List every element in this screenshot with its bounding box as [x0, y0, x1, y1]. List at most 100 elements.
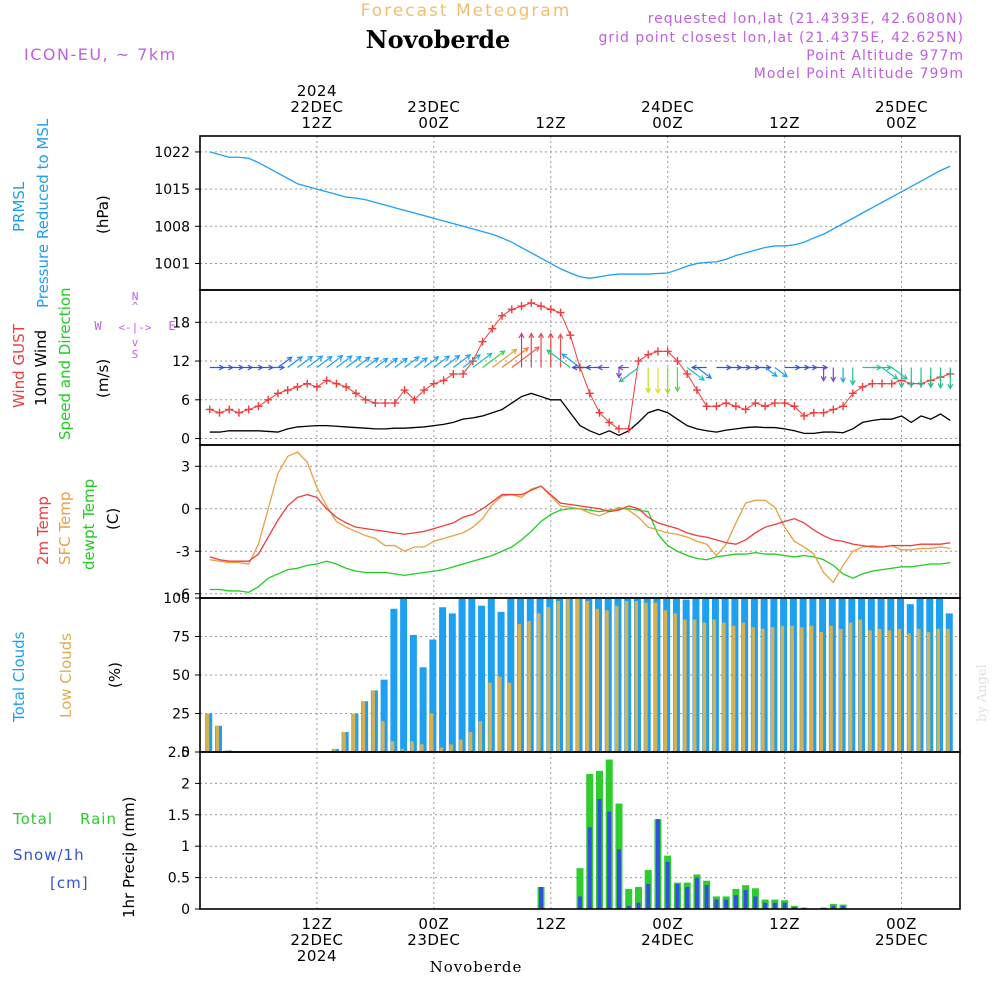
- gust-marker: [741, 405, 750, 414]
- low-cloud-bar: [400, 748, 405, 752]
- gust-label: Wind GUST: [10, 323, 28, 408]
- low-cloud-bar: [449, 744, 453, 752]
- wind-arrow: [413, 357, 428, 368]
- wind-arrow-head: [664, 388, 671, 395]
- wind-arrow: [774, 367, 788, 378]
- wind-arrow: [482, 350, 505, 368]
- gust-marker: [264, 395, 273, 404]
- snow-bar: [665, 861, 670, 909]
- gust-marker: [254, 402, 263, 411]
- snow-unit-label: [cm]: [50, 874, 89, 892]
- time-tick-label: 00Z: [652, 114, 683, 132]
- wind-arrow: [546, 349, 571, 368]
- temp-labels: 2m Temp SFC Temp dewpt Temp (C): [34, 479, 122, 570]
- low-cloud-bar: [741, 622, 746, 752]
- gust-marker: [273, 389, 282, 398]
- gust-marker: [722, 399, 731, 408]
- snow-bar: [587, 827, 592, 909]
- wind10m-label: 10m Wind: [32, 330, 50, 406]
- gust-marker: [225, 405, 234, 414]
- snow-bar: [831, 905, 836, 909]
- snow-bar: [782, 902, 787, 909]
- wind-arrow-head: [849, 379, 856, 386]
- y-tick-label: 1015: [154, 182, 190, 198]
- wind-arrow-head: [674, 386, 681, 393]
- rain-bar: [576, 868, 584, 909]
- gust-marker: [342, 382, 351, 391]
- y-tick-label: 12: [172, 354, 190, 370]
- gust-marker: [761, 402, 770, 411]
- compass-dn: v: [132, 336, 139, 349]
- gust-marker: [498, 311, 507, 320]
- gust-marker: [780, 399, 789, 408]
- compass-n: N: [132, 290, 139, 303]
- y-tick-label: 2.5: [168, 745, 190, 761]
- wind-arrow-head: [499, 350, 506, 356]
- snow-bar: [655, 819, 660, 909]
- gust-marker: [566, 331, 575, 340]
- low-cloud-bar: [605, 610, 609, 752]
- snow-bar: [743, 890, 748, 909]
- snow-bar: [646, 883, 651, 909]
- compass-w: W: [94, 319, 102, 333]
- wind-arrow: [277, 356, 292, 368]
- wind-arrow-head: [523, 347, 530, 353]
- low-cloud-bar: [644, 602, 648, 752]
- compass-e: E: [168, 319, 175, 333]
- gust-marker: [400, 386, 409, 395]
- y-tick-label: 100: [163, 591, 190, 607]
- time-tick-label: 22DEC: [290, 931, 343, 949]
- wind-arrow: [345, 355, 362, 368]
- wind-arrow-head: [902, 374, 909, 380]
- wind-arrow: [462, 354, 481, 368]
- wind-arrow-head: [382, 357, 389, 364]
- low-cloud-bar: [809, 625, 814, 752]
- low-cloud-bar: [381, 721, 385, 752]
- total-cloud-bar: [439, 607, 447, 752]
- low-cloud-bar: [614, 605, 619, 752]
- low-clouds-label: Low Clouds: [57, 633, 75, 718]
- wind-arrow-head: [546, 349, 553, 356]
- total-cloud-bar: [487, 598, 495, 752]
- gust-marker: [283, 386, 292, 395]
- gust-marker: [809, 408, 818, 417]
- wind-arrow-head: [317, 355, 324, 361]
- prmsl-label: PRMSL: [10, 181, 28, 232]
- temp-unit: (C): [104, 508, 122, 530]
- wind-arrow: [443, 355, 460, 368]
- low-cloud-bar: [653, 602, 658, 752]
- low-cloud-bar: [410, 741, 414, 752]
- gust-marker: [585, 389, 594, 398]
- y-tick-label: 50: [172, 668, 190, 684]
- t2m-line: [209, 485, 951, 562]
- wind-arrow-head: [618, 376, 625, 383]
- credit-label: by Angel: [975, 664, 990, 722]
- wind-arrow-head: [557, 332, 564, 339]
- gust-marker: [371, 399, 380, 408]
- wind-arrow-head: [771, 371, 778, 377]
- y-tick-label: 1: [181, 839, 190, 855]
- low-cloud-bar: [556, 601, 561, 752]
- total-cloud-bar: [419, 667, 427, 752]
- snow-bar: [714, 899, 719, 909]
- wind-arrow-head: [355, 355, 362, 362]
- wind-speed-dir-label: Speed and Direction: [56, 287, 74, 440]
- wind-arrow: [375, 357, 388, 368]
- low-cloud-bar: [663, 610, 668, 752]
- snow-bar: [763, 902, 768, 909]
- low-cloud-bar: [342, 731, 346, 752]
- low-cloud-bar: [731, 625, 736, 752]
- gust-marker: [887, 379, 896, 388]
- low-cloud-bar: [537, 613, 541, 752]
- gust-marker: [439, 376, 448, 385]
- gust-marker: [244, 405, 253, 414]
- wind-arrow: [287, 356, 303, 368]
- low-cloud-bar: [702, 622, 707, 752]
- pressure-unit: (hPa): [94, 195, 112, 234]
- model-point-altitude: Model Point Altitude 799m: [754, 66, 964, 82]
- total-cloud-bar: [390, 608, 398, 752]
- gust-marker: [312, 382, 321, 391]
- panel-frame: [199, 751, 961, 910]
- snow-bar: [616, 849, 621, 909]
